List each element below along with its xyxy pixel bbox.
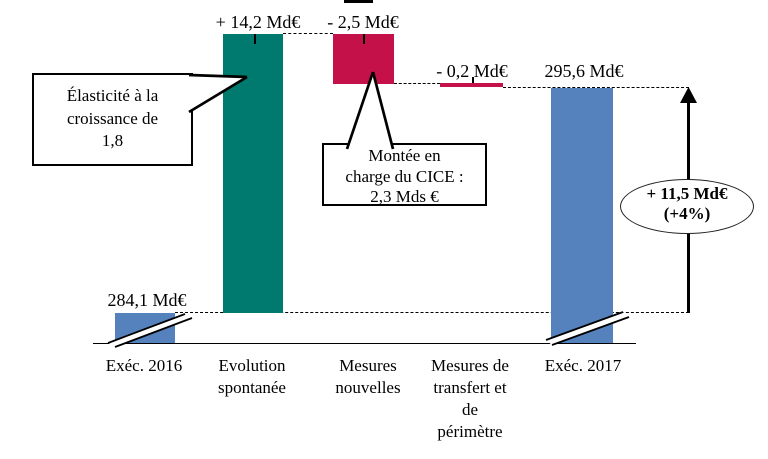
- callout-tail-cice: [345, 71, 395, 150]
- total-change-percent: (+4%): [663, 204, 711, 223]
- category-label-evolution: Evolution spontanée: [218, 356, 286, 397]
- value-label-nouvelles: - 2,5 Md€: [327, 12, 399, 32]
- label-tick-evolution: [254, 34, 256, 44]
- total-change-badge: + 11,5 Md€ (+4%): [620, 179, 754, 234]
- value-label-exec-2017: 295,6 Md€: [544, 61, 624, 81]
- value-label-exec-2016: 284,1 Md€: [107, 290, 187, 310]
- label-tick-transfert: [472, 77, 474, 83]
- category-label-transfert: Mesures de transfert et de périmètre: [431, 356, 509, 441]
- category-label-exec-2017: Exéc. 2017: [544, 356, 622, 375]
- dashed-guide-mid-right: [503, 87, 689, 88]
- axis-break-icon: [107, 313, 193, 348]
- dashed-guide-mid-left: [394, 83, 440, 84]
- dashed-guide-top: [283, 33, 333, 34]
- value-label-evolution: + 14,2 Md€: [215, 12, 301, 32]
- total-change-value: + 11,5 Md€: [646, 184, 728, 203]
- bar-exec-2017: [551, 88, 613, 344]
- callout-elasticite: Élasticité à la croissance de 1,8: [32, 73, 193, 166]
- value-label-transfert: - 0,2 Md€: [436, 61, 508, 81]
- top-edge-artifact: [344, 0, 373, 3]
- axis-break-icon: [545, 311, 630, 346]
- callout-tail-elasticite: [188, 73, 248, 114]
- label-tick-nouvelles: [363, 34, 365, 44]
- callout-cice: Montée en charge du CICE : 2,3 Mds €: [322, 143, 487, 206]
- arrow-head-icon: [680, 87, 697, 103]
- dashed-guide-bottom: [175, 312, 689, 313]
- category-label-exec-2016: Exéc. 2016: [105, 356, 183, 375]
- bar-mesures-transfert: [440, 83, 503, 87]
- category-label-nouvelles: Mesures nouvelles: [335, 356, 401, 397]
- x-axis-line: [93, 343, 636, 344]
